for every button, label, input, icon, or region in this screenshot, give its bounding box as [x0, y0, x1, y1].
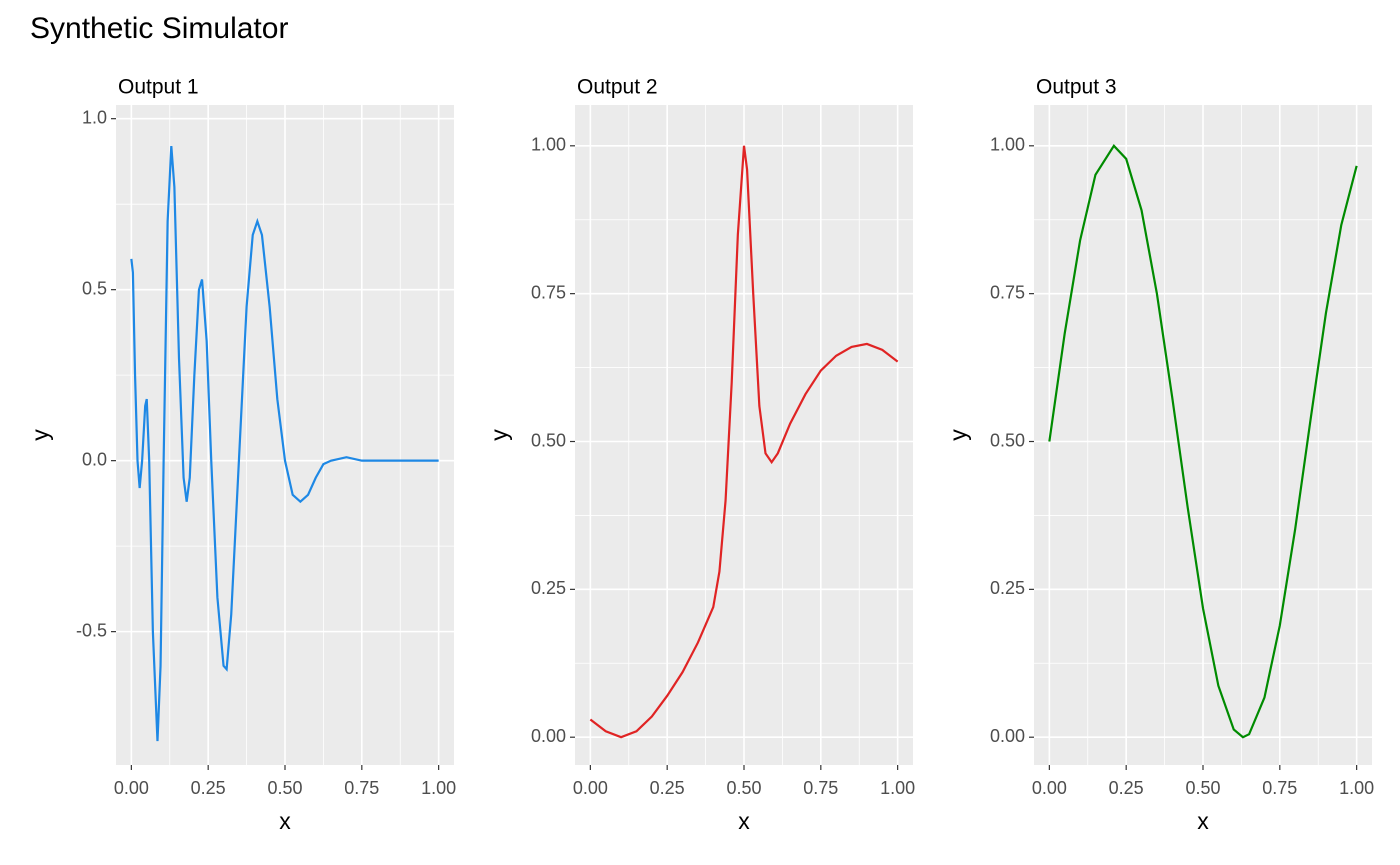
panel-title: Output 3 — [1036, 76, 1117, 99]
data-line — [589, 145, 899, 739]
y-tick-label: 0.0 — [82, 449, 107, 469]
x-tick-label: 0.50 — [267, 778, 302, 798]
y-tick-label: 1.0 — [82, 107, 107, 127]
x-tick-label: 0.50 — [1185, 778, 1220, 798]
y-tick-label: 0.50 — [531, 430, 566, 450]
x-axis-title: x — [1197, 808, 1209, 834]
x-tick-label: 0.75 — [1262, 778, 1297, 798]
y-tick-label: 0.75 — [531, 282, 566, 302]
x-tick-label: 1.00 — [1339, 778, 1374, 798]
x-axis-title: x — [738, 808, 750, 834]
x-tick-label: 0.25 — [650, 778, 685, 798]
y-tick-label: 0.75 — [990, 282, 1025, 302]
x-tick-label: 0.50 — [726, 778, 761, 798]
x-tick-label: 0.75 — [803, 778, 838, 798]
page-title: Synthetic Simulator — [30, 12, 288, 45]
data-line — [130, 145, 439, 742]
x-axis-title: x — [279, 808, 291, 834]
x-tick-label: 0.00 — [114, 778, 149, 798]
y-tick-label: 1.00 — [990, 135, 1025, 155]
y-tick-label: 1.00 — [531, 135, 566, 155]
panel-title: Output 2 — [577, 76, 658, 99]
y-tick-label: 0.25 — [990, 578, 1025, 598]
x-tick-label: 1.00 — [421, 778, 456, 798]
y-axis-title: y — [486, 429, 512, 441]
y-tick-label: 0.25 — [531, 578, 566, 598]
data-line — [1048, 144, 1358, 739]
x-tick-label: 0.25 — [191, 778, 226, 798]
y-tick-label: -0.5 — [76, 620, 107, 640]
x-tick-label: 0.00 — [573, 778, 608, 798]
y-tick-label: 0.00 — [990, 726, 1025, 746]
x-tick-label: 0.25 — [1109, 778, 1144, 798]
y-tick-label: 0.5 — [82, 278, 107, 298]
y-axis-title: y — [945, 429, 971, 441]
x-tick-label: 1.00 — [880, 778, 915, 798]
y-tick-label: 0.00 — [531, 726, 566, 746]
x-tick-label: 0.00 — [1032, 778, 1067, 798]
x-tick-label: 0.75 — [344, 778, 379, 798]
y-tick-label: 0.50 — [990, 430, 1025, 450]
y-axis-title: y — [27, 429, 53, 441]
panel-title: Output 1 — [118, 76, 199, 99]
